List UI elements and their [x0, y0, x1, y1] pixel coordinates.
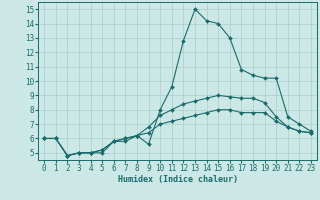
- X-axis label: Humidex (Indice chaleur): Humidex (Indice chaleur): [118, 175, 238, 184]
